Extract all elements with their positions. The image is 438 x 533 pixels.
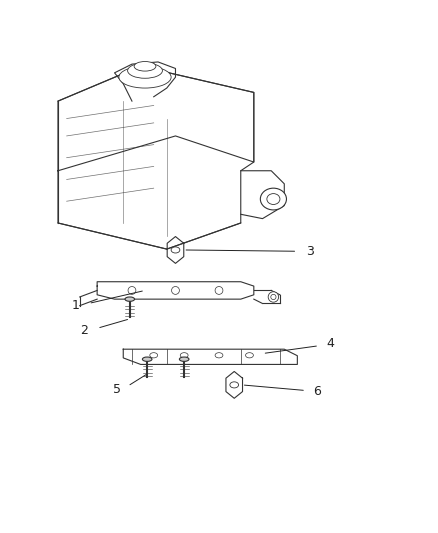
Ellipse shape — [215, 353, 223, 358]
Text: 2: 2 — [80, 324, 88, 336]
Ellipse shape — [172, 287, 180, 294]
Ellipse shape — [171, 247, 180, 253]
Text: 3: 3 — [307, 245, 314, 258]
Ellipse shape — [134, 61, 156, 71]
Ellipse shape — [128, 287, 136, 294]
Ellipse shape — [180, 357, 189, 361]
Ellipse shape — [268, 292, 279, 302]
Ellipse shape — [180, 353, 188, 358]
Text: 4: 4 — [326, 337, 334, 351]
Ellipse shape — [260, 188, 286, 210]
Text: 5: 5 — [113, 383, 121, 395]
Ellipse shape — [271, 294, 276, 300]
Ellipse shape — [125, 297, 134, 301]
Ellipse shape — [150, 353, 158, 358]
Ellipse shape — [267, 193, 280, 205]
Ellipse shape — [246, 353, 253, 358]
Ellipse shape — [215, 287, 223, 294]
Text: 6: 6 — [313, 385, 321, 398]
Ellipse shape — [230, 382, 239, 388]
Ellipse shape — [119, 66, 171, 88]
Ellipse shape — [142, 357, 152, 361]
Ellipse shape — [127, 63, 162, 78]
Text: 1: 1 — [71, 299, 79, 312]
